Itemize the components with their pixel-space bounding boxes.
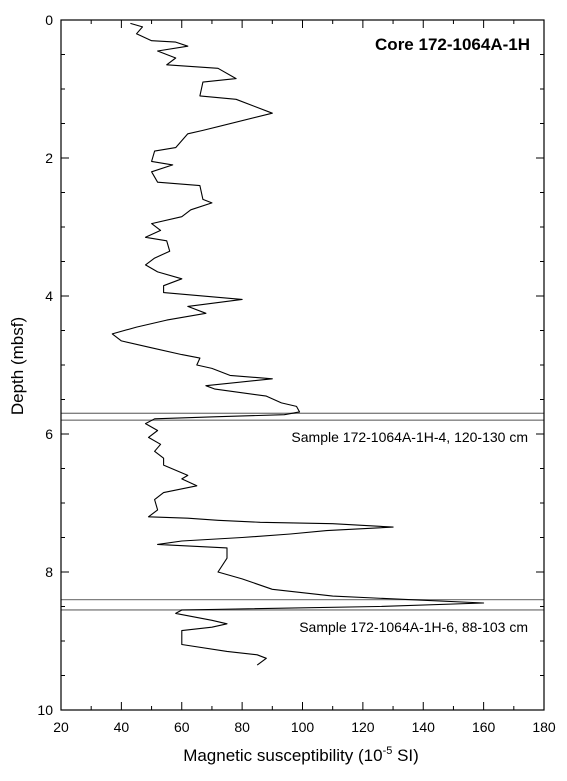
y-tick-label: 10 — [37, 702, 53, 718]
x-tick-label: 20 — [53, 719, 69, 735]
chart-title: Core 172-1064A-1H — [375, 35, 530, 54]
axis-tick-labels: 20 40 60 80 100 120 140 160 180 0 2 4 6 8 10 — [37, 12, 555, 735]
x-tick-label: 80 — [234, 719, 250, 735]
y-tick-label: 2 — [45, 150, 53, 166]
x-tick-label: 160 — [472, 719, 496, 735]
sample-band-label: Sample 172-1064A-1H-4, 120-130 cm — [291, 429, 528, 445]
y-tick-label: 4 — [45, 288, 53, 304]
axis-ticks — [60, 19, 545, 711]
x-tick-label: 60 — [174, 719, 190, 735]
series-line — [111, 22, 485, 666]
x-tick-label: 140 — [412, 719, 436, 735]
x-tick-label: 40 — [114, 719, 130, 735]
x-axis-label-main: Magnetic susceptibility (10 — [183, 746, 382, 765]
plot-frame — [60, 19, 545, 711]
x-axis-label-sup: -5 — [383, 745, 393, 757]
y-axis-label: Depth (mbsf) — [8, 317, 27, 415]
x-axis-label-tail: SI) — [392, 746, 418, 765]
sample-band-label: Sample 172-1064A-1H-6, 88-103 cm — [299, 619, 528, 635]
sample-bands — [61, 412, 544, 611]
x-axis-label: Magnetic susceptibility (10-5 SI) — [183, 745, 419, 765]
band-labels: Sample 172-1064A-1H-4, 120-130 cm Sample … — [291, 429, 528, 635]
x-tick-label: 180 — [532, 719, 556, 735]
x-tick-label: 100 — [291, 719, 315, 735]
y-tick-label: 0 — [45, 12, 53, 28]
y-tick-label: 8 — [45, 564, 53, 580]
x-tick-label: 120 — [351, 719, 375, 735]
y-tick-label: 6 — [45, 426, 53, 442]
